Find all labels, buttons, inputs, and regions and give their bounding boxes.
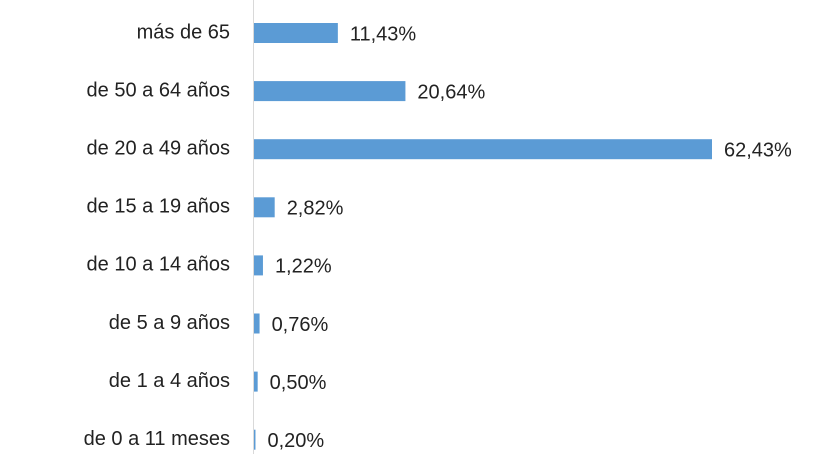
y-tick-label: de 15 a 19 años xyxy=(87,196,230,218)
bar xyxy=(254,313,260,334)
data-label: 1,22% xyxy=(275,256,332,278)
y-tick-label: de 5 a 9 años xyxy=(109,312,230,334)
y-tick-label: de 0 a 11 meses xyxy=(84,428,230,450)
y-tick-label: más de 65 xyxy=(137,21,230,43)
y-tick-label: de 1 a 4 años xyxy=(109,370,230,392)
bar xyxy=(254,429,256,450)
data-label: 0,50% xyxy=(270,372,327,394)
data-label: 62,43% xyxy=(724,139,792,161)
data-label: 11,43% xyxy=(350,23,417,45)
data-label: 20,64% xyxy=(417,81,485,103)
y-tick-label: de 20 a 49 años xyxy=(87,137,230,159)
bar xyxy=(254,139,712,160)
data-label: 0,20% xyxy=(267,430,324,452)
bar xyxy=(254,371,258,392)
bar xyxy=(254,197,275,218)
y-tick-label: de 50 a 64 años xyxy=(87,79,230,101)
bar xyxy=(254,255,263,276)
y-tick-label: de 10 a 14 años xyxy=(87,254,230,276)
bar xyxy=(254,23,338,43)
data-label: 0,76% xyxy=(272,314,329,336)
data-label: 2,82% xyxy=(287,198,344,220)
bar xyxy=(254,81,406,102)
